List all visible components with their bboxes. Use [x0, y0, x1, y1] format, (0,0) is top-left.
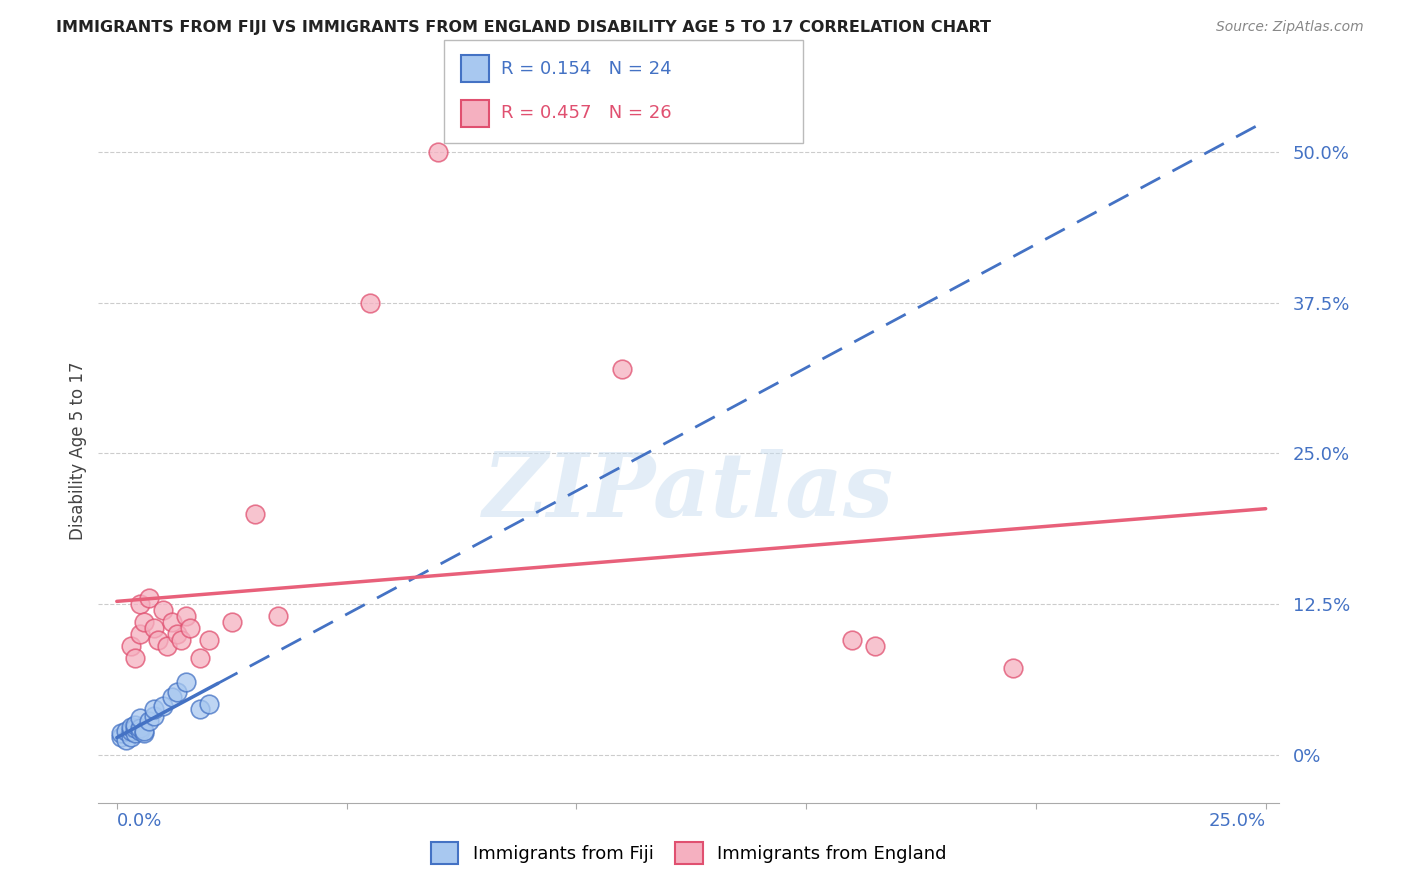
Point: [221, 615, 243, 629]
Point: [156, 639, 179, 653]
Point: [128, 597, 150, 611]
Point: [128, 627, 150, 641]
Point: [142, 621, 165, 635]
Point: [124, 717, 146, 731]
Point: [243, 507, 266, 521]
Point: [170, 633, 193, 648]
Point: [146, 633, 169, 648]
Text: Source: ZipAtlas.com: Source: ZipAtlas.com: [1216, 20, 1364, 34]
Point: [427, 145, 450, 160]
Text: IMMIGRANTS FROM FIJI VS IMMIGRANTS FROM ENGLAND DISABILITY AGE 5 TO 17 CORRELATI: IMMIGRANTS FROM FIJI VS IMMIGRANTS FROM …: [56, 20, 991, 35]
Text: 0.0%: 0.0%: [117, 813, 162, 830]
Point: [138, 714, 160, 728]
Point: [120, 639, 142, 653]
Point: [160, 615, 183, 629]
Point: [359, 296, 381, 310]
Point: [134, 615, 156, 629]
Point: [142, 709, 165, 723]
Point: [128, 723, 150, 738]
Point: [120, 720, 142, 734]
Text: R = 0.154   N = 24: R = 0.154 N = 24: [501, 60, 671, 78]
Point: [110, 730, 132, 744]
Point: [134, 723, 156, 738]
Text: R = 0.457   N = 26: R = 0.457 N = 26: [501, 104, 671, 122]
Text: 25.0%: 25.0%: [1209, 813, 1265, 830]
Legend: Immigrants from Fiji, Immigrants from England: Immigrants from Fiji, Immigrants from En…: [425, 835, 953, 871]
Point: [612, 362, 634, 376]
Point: [188, 702, 211, 716]
Point: [166, 627, 188, 641]
Text: ZIPatlas: ZIPatlas: [484, 450, 894, 536]
Point: [124, 651, 146, 665]
Point: [152, 699, 174, 714]
Point: [124, 721, 146, 735]
Point: [160, 690, 183, 704]
Point: [138, 591, 160, 605]
Point: [142, 702, 165, 716]
Point: [124, 726, 146, 740]
Point: [197, 697, 219, 711]
Point: [166, 685, 188, 699]
Point: [174, 675, 197, 690]
Point: [197, 633, 219, 648]
Point: [1001, 661, 1024, 675]
Point: [134, 726, 156, 740]
Point: [115, 723, 138, 738]
Point: [128, 721, 150, 735]
Point: [110, 726, 132, 740]
Point: [152, 603, 174, 617]
Point: [188, 651, 211, 665]
Point: [174, 609, 197, 624]
Point: [863, 639, 886, 653]
Y-axis label: Disability Age 5 to 17: Disability Age 5 to 17: [69, 361, 87, 540]
Point: [120, 730, 142, 744]
Point: [115, 733, 138, 747]
Point: [179, 621, 201, 635]
Point: [128, 711, 150, 725]
Point: [120, 723, 142, 738]
Point: [841, 633, 863, 648]
Point: [266, 609, 288, 624]
